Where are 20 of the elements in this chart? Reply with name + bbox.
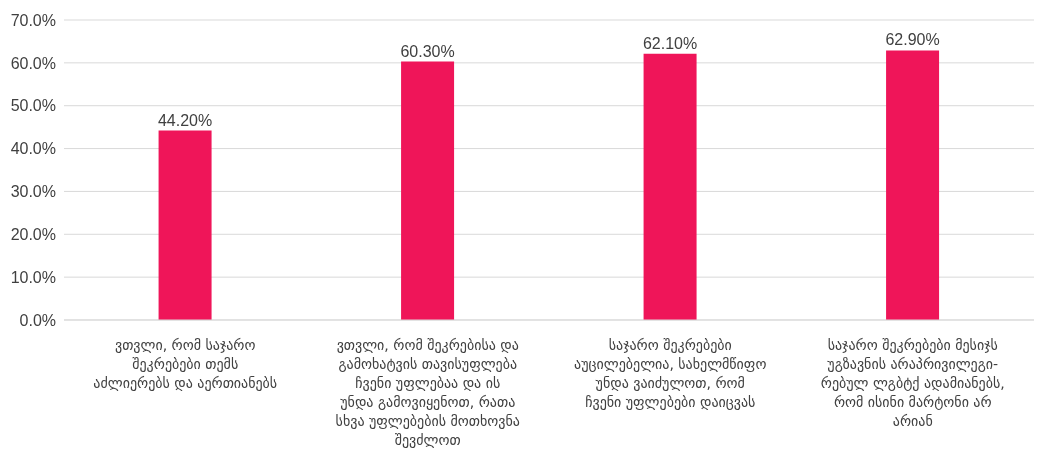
y-tick-label: 20.0% (10, 225, 56, 243)
data-label: 62.90% (885, 31, 940, 49)
data-label: 62.10% (642, 34, 698, 52)
y-tick-label: 40.0% (10, 140, 56, 158)
bar (401, 61, 455, 320)
y-tick-label: 70.0% (10, 11, 56, 29)
data-label: 60.30% (400, 42, 455, 60)
y-tick-label: 0.0% (19, 311, 56, 329)
bar (158, 130, 212, 320)
y-tick-label: 10.0% (10, 268, 56, 286)
y-tick-label: 60.0% (10, 54, 56, 72)
bar (886, 50, 940, 320)
y-tick-label: 30.0% (10, 183, 56, 201)
data-label: 44.20% (157, 111, 213, 129)
y-tick-label: 50.0% (10, 97, 56, 115)
x-tick-label: საჯარო შეკრებები აუცილებელია, სახელმწიფო უნდა ვაიძულოთ, რომ ჩვენი უფლებები დაიცვას (574, 337, 767, 410)
bar (643, 53, 697, 320)
x-tick-label: საჯარო შეკრებები მესიჯს უგზავნის არაპრივილეგი-რებულ ლგბტქ ადამიანებს, რომ ისინი მარტონი არ არიან (820, 337, 1005, 429)
x-tick-label: ვთვლი, რომ შეკრებისა და გამოხატვის თავისუფლება ჩვენი უფლებაა და ის უნდა გამოვიყენოთ, რათა სხვა უფლებების მოთხოვნა შევძლოთ (335, 337, 520, 448)
x-tick-label: ვთვლი, რომ საჯარო შეკრებები თემს აძლიერებს და აერთიანებს (93, 337, 278, 391)
